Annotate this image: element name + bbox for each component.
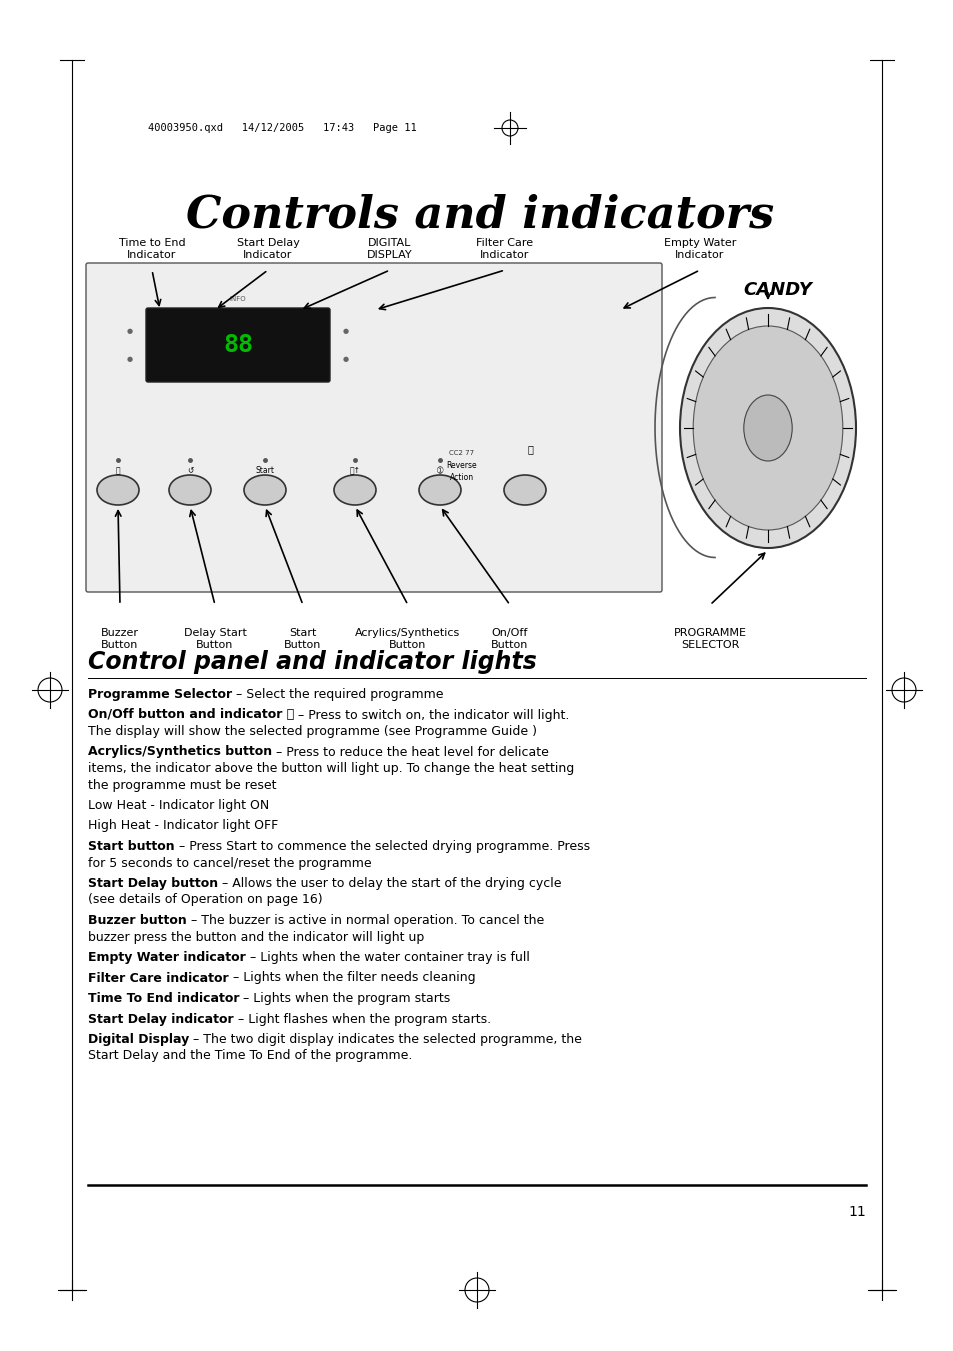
Ellipse shape [244,476,286,505]
Text: High Heat - Indicator light OFF: High Heat - Indicator light OFF [88,820,278,832]
Text: Digital Display: Digital Display [88,1034,189,1046]
Text: Start button: Start button [88,840,174,852]
Text: Control panel and indicator lights: Control panel and indicator lights [88,650,537,674]
Text: (see details of Operation on page 16): (see details of Operation on page 16) [88,893,322,907]
Text: Buzzer
Button: Buzzer Button [101,628,139,650]
Text: Filter Care
Indicator: Filter Care Indicator [476,238,533,259]
Text: Low Heat - Indicator light ON: Low Heat - Indicator light ON [88,798,269,812]
FancyBboxPatch shape [146,308,330,382]
Text: ●: ● [342,328,349,334]
Text: Reverse: Reverse [446,461,476,470]
Text: Time to End
Indicator: Time to End Indicator [118,238,185,259]
Text: for 5 seconds to cancel/reset the programme: for 5 seconds to cancel/reset the progra… [88,857,372,870]
Ellipse shape [743,394,791,461]
Text: Programme Selector: Programme Selector [88,688,232,701]
Text: Time To End indicator: Time To End indicator [88,992,239,1005]
Text: 88: 88 [223,332,253,357]
Text: Empty Water
Indicator: Empty Water Indicator [663,238,736,259]
Text: Delay Start
Button: Delay Start Button [183,628,246,650]
Text: – Select the required programme: – Select the required programme [232,688,443,701]
Text: Filter Care indicator: Filter Care indicator [88,971,229,985]
Text: CC2 77: CC2 77 [449,450,474,457]
Text: – The two digit display indicates the selected programme, the: – The two digit display indicates the se… [189,1034,581,1046]
Ellipse shape [679,308,855,549]
Text: ➀: ➀ [436,466,443,476]
Text: PROGRAMME
SELECTOR: PROGRAMME SELECTOR [673,628,745,650]
Text: – Light flashes when the program starts.: – Light flashes when the program starts. [233,1012,490,1025]
Text: ↺: ↺ [187,466,193,476]
Text: ●: ● [127,328,132,334]
Text: buzzer press the button and the indicator will light up: buzzer press the button and the indicato… [88,931,424,943]
Text: – Lights when the filter needs cleaning: – Lights when the filter needs cleaning [229,971,475,985]
Text: – Press Start to commence the selected drying programme. Press: – Press Start to commence the selected d… [174,840,589,852]
Text: CANDY: CANDY [742,281,812,299]
Ellipse shape [503,476,545,505]
Text: Acrylics/Synthetics
Button: Acrylics/Synthetics Button [355,628,460,650]
Text: DIGITAL
DISPLAY: DIGITAL DISPLAY [367,238,413,259]
Ellipse shape [97,476,139,505]
Text: – Press to reduce the heat level for delicate: – Press to reduce the heat level for del… [272,746,548,758]
Text: 11: 11 [847,1205,865,1219]
Ellipse shape [334,476,375,505]
Text: Start: Start [255,466,274,476]
Text: Start Delay
Indicator: Start Delay Indicator [236,238,299,259]
Text: ●: ● [342,357,349,362]
Text: – Lights when the program starts: – Lights when the program starts [239,992,450,1005]
Ellipse shape [169,476,211,505]
Text: ⓘ: ⓘ [526,444,533,454]
Text: Action: Action [450,473,474,482]
Text: – Allows the user to delay the start of the drying cycle: – Allows the user to delay the start of … [218,877,561,890]
Text: – Lights when the water container tray is full: – Lights when the water container tray i… [246,951,529,965]
Text: the programme must be reset: the programme must be reset [88,778,276,792]
Text: Start Delay button: Start Delay button [88,877,218,890]
FancyBboxPatch shape [86,263,661,592]
Text: Acrylics/Synthetics button: Acrylics/Synthetics button [88,746,272,758]
Text: ⦸: ⦸ [115,466,120,476]
Text: Start Delay and the Time To End of the programme.: Start Delay and the Time To End of the p… [88,1050,412,1062]
Text: The display will show the selected programme (see Programme Guide ): The display will show the selected progr… [88,725,537,738]
Text: 40003950.qxd   14/12/2005   17:43   Page 11: 40003950.qxd 14/12/2005 17:43 Page 11 [148,123,416,132]
Text: items, the indicator above the button will light up. To change the heat setting: items, the indicator above the button wi… [88,762,574,775]
Text: – Press to switch on, the indicator will light.: – Press to switch on, the indicator will… [294,708,569,721]
Text: On/Off button and indicator ⓘ: On/Off button and indicator ⓘ [88,708,294,721]
Text: Empty Water indicator: Empty Water indicator [88,951,246,965]
Text: Start Delay indicator: Start Delay indicator [88,1012,233,1025]
Text: ⦸↑: ⦸↑ [349,466,360,476]
Text: INFO: INFO [230,296,246,303]
Text: – The buzzer is active in normal operation. To cancel the: – The buzzer is active in normal operati… [187,915,543,927]
Text: On/Off
Button: On/Off Button [491,628,528,650]
Text: Start
Button: Start Button [284,628,321,650]
Ellipse shape [693,326,841,530]
Text: ●: ● [127,357,132,362]
Text: Buzzer button: Buzzer button [88,915,187,927]
Ellipse shape [418,476,460,505]
Text: Controls and indicators: Controls and indicators [186,193,773,236]
